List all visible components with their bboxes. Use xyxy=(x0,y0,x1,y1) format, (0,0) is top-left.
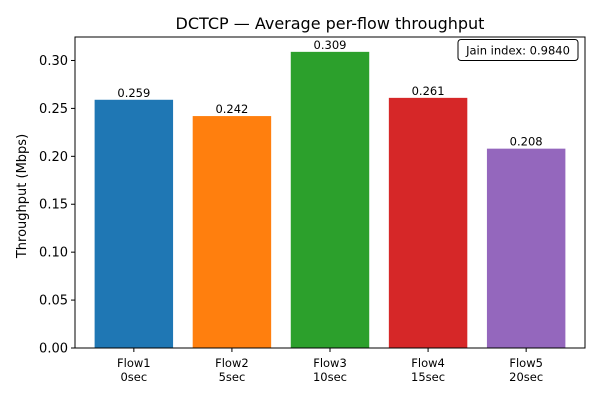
y-tick-label: 0.30 xyxy=(39,54,68,69)
value-labels-group: 0.259 0.242 0.309 0.261 0.208 xyxy=(117,38,542,149)
plot-frame xyxy=(74,36,586,349)
y-axis-label: Throughput (Mbps) xyxy=(15,134,30,259)
y-axis: 0.00 0.05 0.10 0.15 0.20 0.25 0.30 xyxy=(39,54,75,357)
annotation-text: Jain index: 0.9840 xyxy=(465,44,570,58)
bar-value-label: 0.259 xyxy=(117,86,150,100)
bar-flow2 xyxy=(192,116,272,348)
bar-flow5 xyxy=(486,148,566,348)
x-tick-label-start: 5sec xyxy=(219,370,246,384)
bars-group xyxy=(94,51,566,348)
x-tick-label-start: 20sec xyxy=(509,370,543,384)
x-tick-label-flow: Flow3 xyxy=(313,356,347,370)
bar-flow1 xyxy=(94,99,174,348)
x-tick-label-flow: Flow2 xyxy=(215,356,249,370)
y-tick-label: 0.05 xyxy=(39,294,68,309)
x-tick-label-start: 0sec xyxy=(120,370,147,384)
y-tick-label: 0.00 xyxy=(39,342,68,357)
x-tick-label-flow: Flow4 xyxy=(411,356,445,370)
x-tick-label-start: 10sec xyxy=(313,370,347,384)
y-tick-label: 0.15 xyxy=(39,198,68,213)
x-tick-label-start: 15sec xyxy=(411,370,445,384)
y-tick-label: 0.25 xyxy=(39,102,68,117)
bar-value-label: 0.261 xyxy=(412,84,445,98)
annotation-box xyxy=(457,39,579,61)
chart-title: DCTCP — Average per-flow throughput xyxy=(176,14,485,33)
y-tick-label: 0.20 xyxy=(39,150,68,165)
y-tick-label: 0.10 xyxy=(39,246,68,261)
bar-value-label: 0.309 xyxy=(314,38,347,52)
x-tick-label-flow: Flow1 xyxy=(117,356,151,370)
bar-flow3 xyxy=(290,51,370,348)
bar-value-label: 0.208 xyxy=(510,135,543,149)
bar-value-label: 0.242 xyxy=(215,102,248,116)
jain-index-annotation: Jain index: 0.9840 xyxy=(457,39,579,61)
bar-flow4 xyxy=(388,97,468,348)
x-tick-label-flow: Flow5 xyxy=(509,356,543,370)
